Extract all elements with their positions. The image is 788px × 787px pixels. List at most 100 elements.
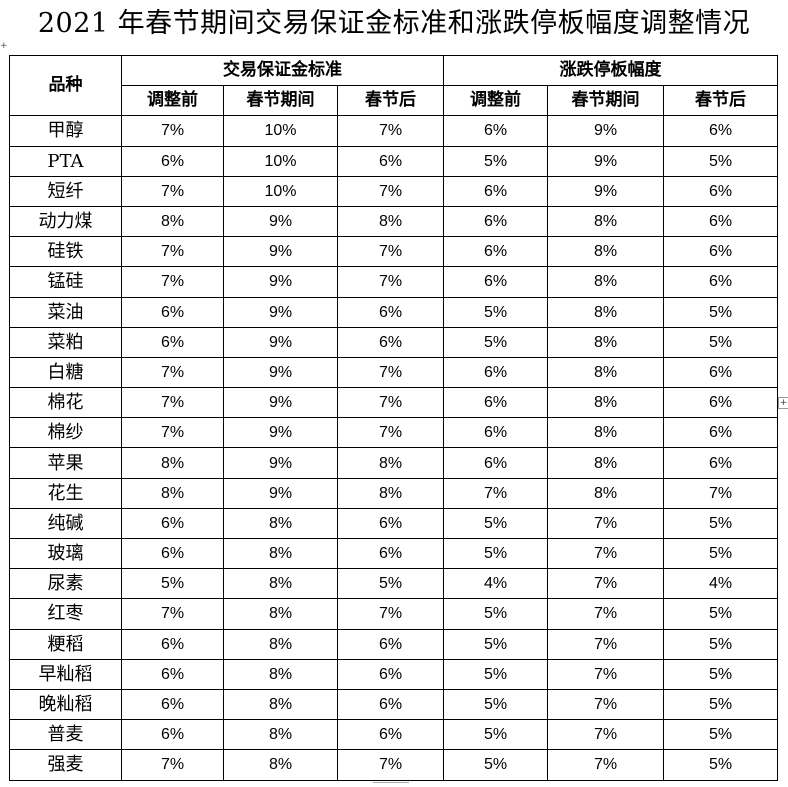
value-cell: 5% (662, 537, 779, 570)
value-cell: 7% (443, 477, 548, 509)
value-cell: 8% (121, 205, 224, 238)
table-row: 粳稻 6% 8% 6% 5% 7% 5% (9, 628, 779, 660)
value-cell: 6% (443, 175, 548, 207)
value-cell: 5% (443, 628, 548, 660)
variety-cell: 菜油 (9, 296, 122, 328)
variety-cell: PTA (9, 145, 122, 177)
variety-cell: 棉纱 (9, 417, 122, 449)
value-cell: 8% (547, 326, 664, 358)
subheader-cell: 春节期间 (223, 85, 338, 117)
value-cell: 7% (337, 236, 444, 268)
value-cell: 5% (662, 326, 779, 358)
table-row: 棉纱 7% 9% 7% 6% 8% 6% (9, 417, 779, 449)
value-cell: 7% (337, 356, 444, 389)
value-cell: 5% (662, 598, 779, 630)
value-cell: 4% (662, 568, 779, 600)
table-row: 强麦 7% 8% 7% 5% 7% 5% (9, 749, 779, 781)
value-cell: 5% (121, 568, 224, 600)
value-cell: 8% (337, 477, 444, 509)
value-cell: 5% (337, 568, 444, 600)
value-cell: 8% (547, 417, 664, 449)
variety-cell: 硅铁 (9, 236, 122, 268)
value-cell: 10% (223, 145, 338, 177)
value-cell: 6% (443, 417, 548, 449)
value-cell: 7% (337, 175, 444, 207)
table-row: 棉花 7% 9% 7% 6% 8% 6% (9, 387, 779, 419)
value-cell: 7% (121, 266, 224, 298)
value-cell: 7% (121, 417, 224, 449)
value-cell: 5% (662, 719, 779, 751)
value-cell: 9% (223, 417, 338, 449)
table-row: 菜油 6% 9% 6% 5% 8% 5% (9, 296, 779, 328)
value-cell: 6% (443, 205, 548, 238)
value-cell: 8% (547, 266, 664, 298)
table-resize-handle[interactable] (373, 782, 409, 787)
value-cell: 8% (547, 477, 664, 509)
value-cell: 6% (121, 145, 224, 177)
value-cell: 9% (223, 236, 338, 268)
value-cell: 8% (223, 719, 338, 751)
value-cell: 8% (223, 749, 338, 781)
value-cell: 9% (223, 205, 338, 238)
value-cell: 7% (337, 749, 444, 781)
subheader-cell: 调整前 (443, 85, 548, 117)
table-row: 短纤 7% 10% 7% 6% 9% 6% (9, 175, 779, 207)
value-cell: 9% (547, 115, 664, 147)
value-cell: 6% (121, 719, 224, 751)
value-cell: 8% (121, 447, 224, 479)
value-cell: 8% (223, 658, 338, 690)
value-cell: 8% (547, 356, 664, 389)
adjustment-table: 品种 交易保证金标准 涨跌停板幅度 调整前 春节期间 春节后 调整前 春节期间 … (9, 54, 779, 781)
value-cell: 6% (443, 115, 548, 147)
value-cell: 7% (337, 598, 444, 630)
variety-cell: 纯碱 (9, 507, 122, 540)
value-cell: 9% (223, 387, 338, 419)
value-cell: 8% (337, 205, 444, 238)
table-row: 硅铁 7% 9% 7% 6% 8% 6% (9, 236, 779, 268)
table-row: 花生 8% 9% 8% 7% 8% 7% (9, 477, 779, 509)
value-cell: 6% (337, 296, 444, 328)
value-cell: 5% (662, 507, 779, 540)
value-cell: 6% (662, 266, 779, 298)
add-column-handle-icon[interactable]: + (778, 397, 788, 409)
variety-cell: 晚籼稻 (9, 688, 122, 721)
value-cell: 8% (223, 537, 338, 570)
value-cell: 6% (662, 236, 779, 268)
value-cell: 5% (443, 688, 548, 721)
value-cell: 6% (662, 447, 779, 479)
table-row: 普麦 6% 8% 6% 5% 7% 5% (9, 719, 779, 751)
variety-cell: 普麦 (9, 719, 122, 751)
value-cell: 7% (547, 628, 664, 660)
value-cell: 6% (443, 266, 548, 298)
value-cell: 5% (443, 598, 548, 630)
value-cell: 7% (121, 236, 224, 268)
table-row: 早籼稻 6% 8% 6% 5% 7% 5% (9, 658, 779, 690)
value-cell: 6% (662, 417, 779, 449)
value-cell: 8% (223, 688, 338, 721)
value-cell: 9% (223, 266, 338, 298)
value-cell: 9% (223, 447, 338, 479)
value-cell: 5% (443, 296, 548, 328)
variety-cell: 强麦 (9, 749, 122, 781)
value-cell: 6% (662, 356, 779, 389)
value-cell: 5% (662, 749, 779, 781)
table-row: PTA 6% 10% 6% 5% 9% 5% (9, 145, 779, 177)
value-cell: 7% (547, 688, 664, 721)
subheader-cell: 春节后 (662, 85, 779, 117)
value-cell: 9% (223, 356, 338, 389)
table-move-handle-icon[interactable]: + (0, 41, 8, 51)
variety-cell: 早籼稻 (9, 658, 122, 690)
value-cell: 6% (337, 719, 444, 751)
value-cell: 6% (337, 688, 444, 721)
subheader-cell: 春节期间 (547, 85, 664, 117)
value-cell: 7% (121, 387, 224, 419)
value-cell: 6% (662, 205, 779, 238)
value-cell: 8% (547, 387, 664, 419)
table-row: 纯碱 6% 8% 6% 5% 7% 5% (9, 507, 779, 540)
value-cell: 5% (662, 145, 779, 177)
value-cell: 6% (443, 236, 548, 268)
value-cell: 7% (547, 568, 664, 600)
variety-cell: 锰硅 (9, 266, 122, 298)
variety-cell: 甲醇 (9, 115, 122, 147)
value-cell: 5% (443, 145, 548, 177)
